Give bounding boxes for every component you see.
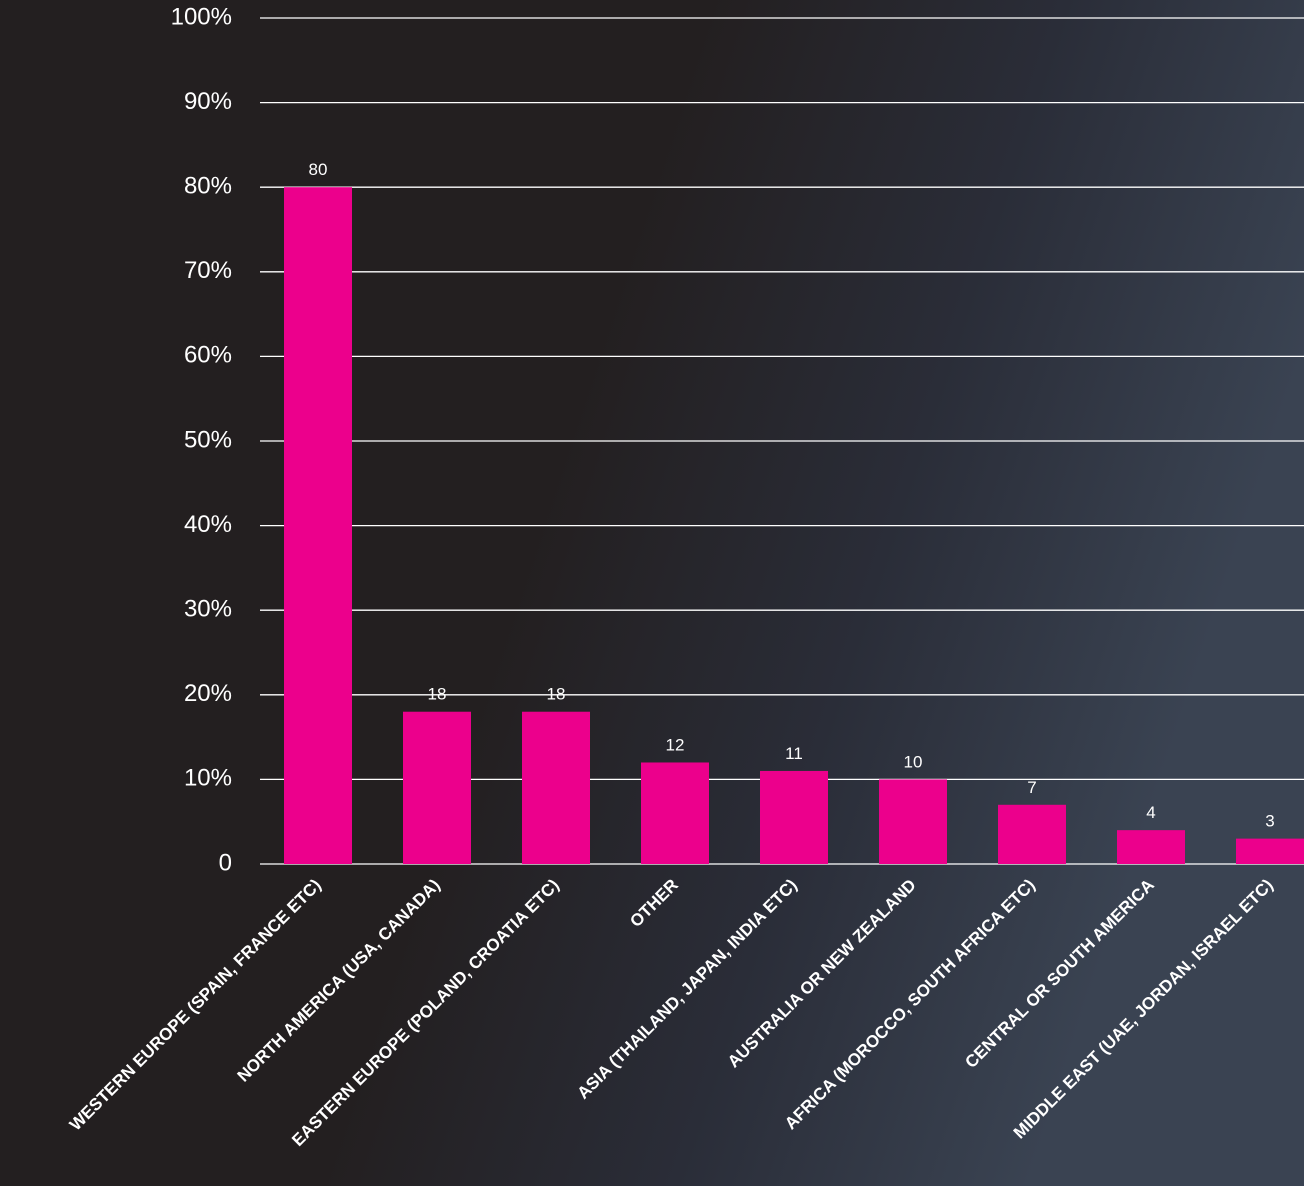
y-tick-label: 80% <box>184 173 232 200</box>
bar <box>1117 830 1185 864</box>
value-label: 4 <box>1146 803 1155 822</box>
value-label: 3 <box>1265 812 1274 831</box>
y-tick-label: 60% <box>184 342 232 369</box>
y-tick-label: 10% <box>184 765 232 792</box>
value-label: 12 <box>666 735 685 754</box>
bar <box>879 779 947 864</box>
y-tick-label: 40% <box>184 511 232 538</box>
bar <box>403 711 471 864</box>
value-label: 80 <box>309 160 328 179</box>
y-tick-label: 70% <box>184 257 232 284</box>
value-label: 11 <box>785 744 803 763</box>
value-label: 18 <box>547 685 566 704</box>
y-tick-label: 50% <box>184 426 232 453</box>
bar <box>522 711 590 864</box>
y-tick-label: 20% <box>184 680 232 707</box>
bar <box>284 187 352 864</box>
bar <box>998 804 1066 864</box>
y-tick-label: 30% <box>184 596 232 623</box>
bar <box>760 770 828 864</box>
y-tick-label: 90% <box>184 88 232 115</box>
value-label: 18 <box>428 685 447 704</box>
value-label: 10 <box>904 752 923 771</box>
y-tick-label: 0 <box>219 849 232 876</box>
value-label: 7 <box>1027 778 1036 797</box>
bar <box>1236 838 1304 864</box>
y-tick-label: 100% <box>171 3 232 30</box>
bar <box>641 762 709 864</box>
